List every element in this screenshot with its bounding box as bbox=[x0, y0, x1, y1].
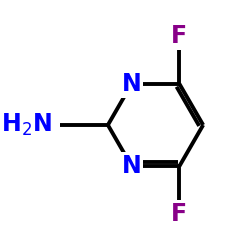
Text: N: N bbox=[122, 154, 142, 178]
Text: F: F bbox=[171, 24, 188, 48]
Text: H$_2$N: H$_2$N bbox=[1, 112, 52, 138]
Text: F: F bbox=[171, 202, 188, 226]
Text: N: N bbox=[122, 72, 142, 96]
